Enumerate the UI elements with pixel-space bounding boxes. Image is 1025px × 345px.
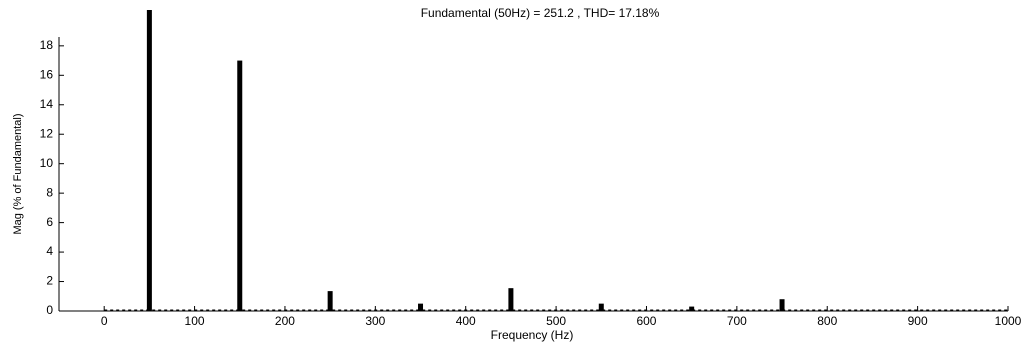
bar: [689, 306, 695, 311]
x-tick-label: 900: [908, 314, 928, 328]
y-tick-label: 0: [46, 303, 53, 317]
x-axis-label: Frequency (Hz): [491, 328, 574, 342]
bar: [418, 303, 424, 311]
x-tick-label: 200: [275, 314, 295, 328]
y-tick-label: 14: [40, 97, 54, 111]
y-tick-label: 6: [46, 215, 53, 229]
x-tick-label: 100: [185, 314, 205, 328]
y-tick-label: 4: [46, 244, 53, 258]
x-tick-label: 800: [817, 314, 837, 328]
y-tick-label: 2: [46, 274, 53, 288]
y-tick-label: 10: [40, 156, 54, 170]
bar: [146, 10, 152, 311]
y-tick-label: 16: [40, 67, 54, 81]
bar: [327, 291, 333, 311]
y-tick-label: 8: [46, 185, 53, 199]
x-tick-label: 300: [365, 314, 385, 328]
bars: [146, 10, 785, 312]
y-tick-label: 12: [40, 126, 54, 140]
chart-title: Fundamental (50Hz) = 251.2 , THD= 17.18%: [421, 6, 660, 20]
x-tick-label: 500: [546, 314, 566, 328]
y-axis-label: Mag (% of Fundamental): [12, 113, 24, 234]
x-tick-label: 1000: [995, 314, 1022, 328]
bar: [779, 299, 785, 311]
bar: [508, 288, 514, 311]
bar: [237, 60, 243, 312]
x-tick-label: 400: [456, 314, 476, 328]
x-tick-label: 600: [636, 314, 656, 328]
bar: [598, 303, 604, 311]
x-tick-label: 700: [727, 314, 747, 328]
x-tick-label: 0: [101, 314, 108, 328]
y-tick-label: 18: [40, 38, 54, 52]
